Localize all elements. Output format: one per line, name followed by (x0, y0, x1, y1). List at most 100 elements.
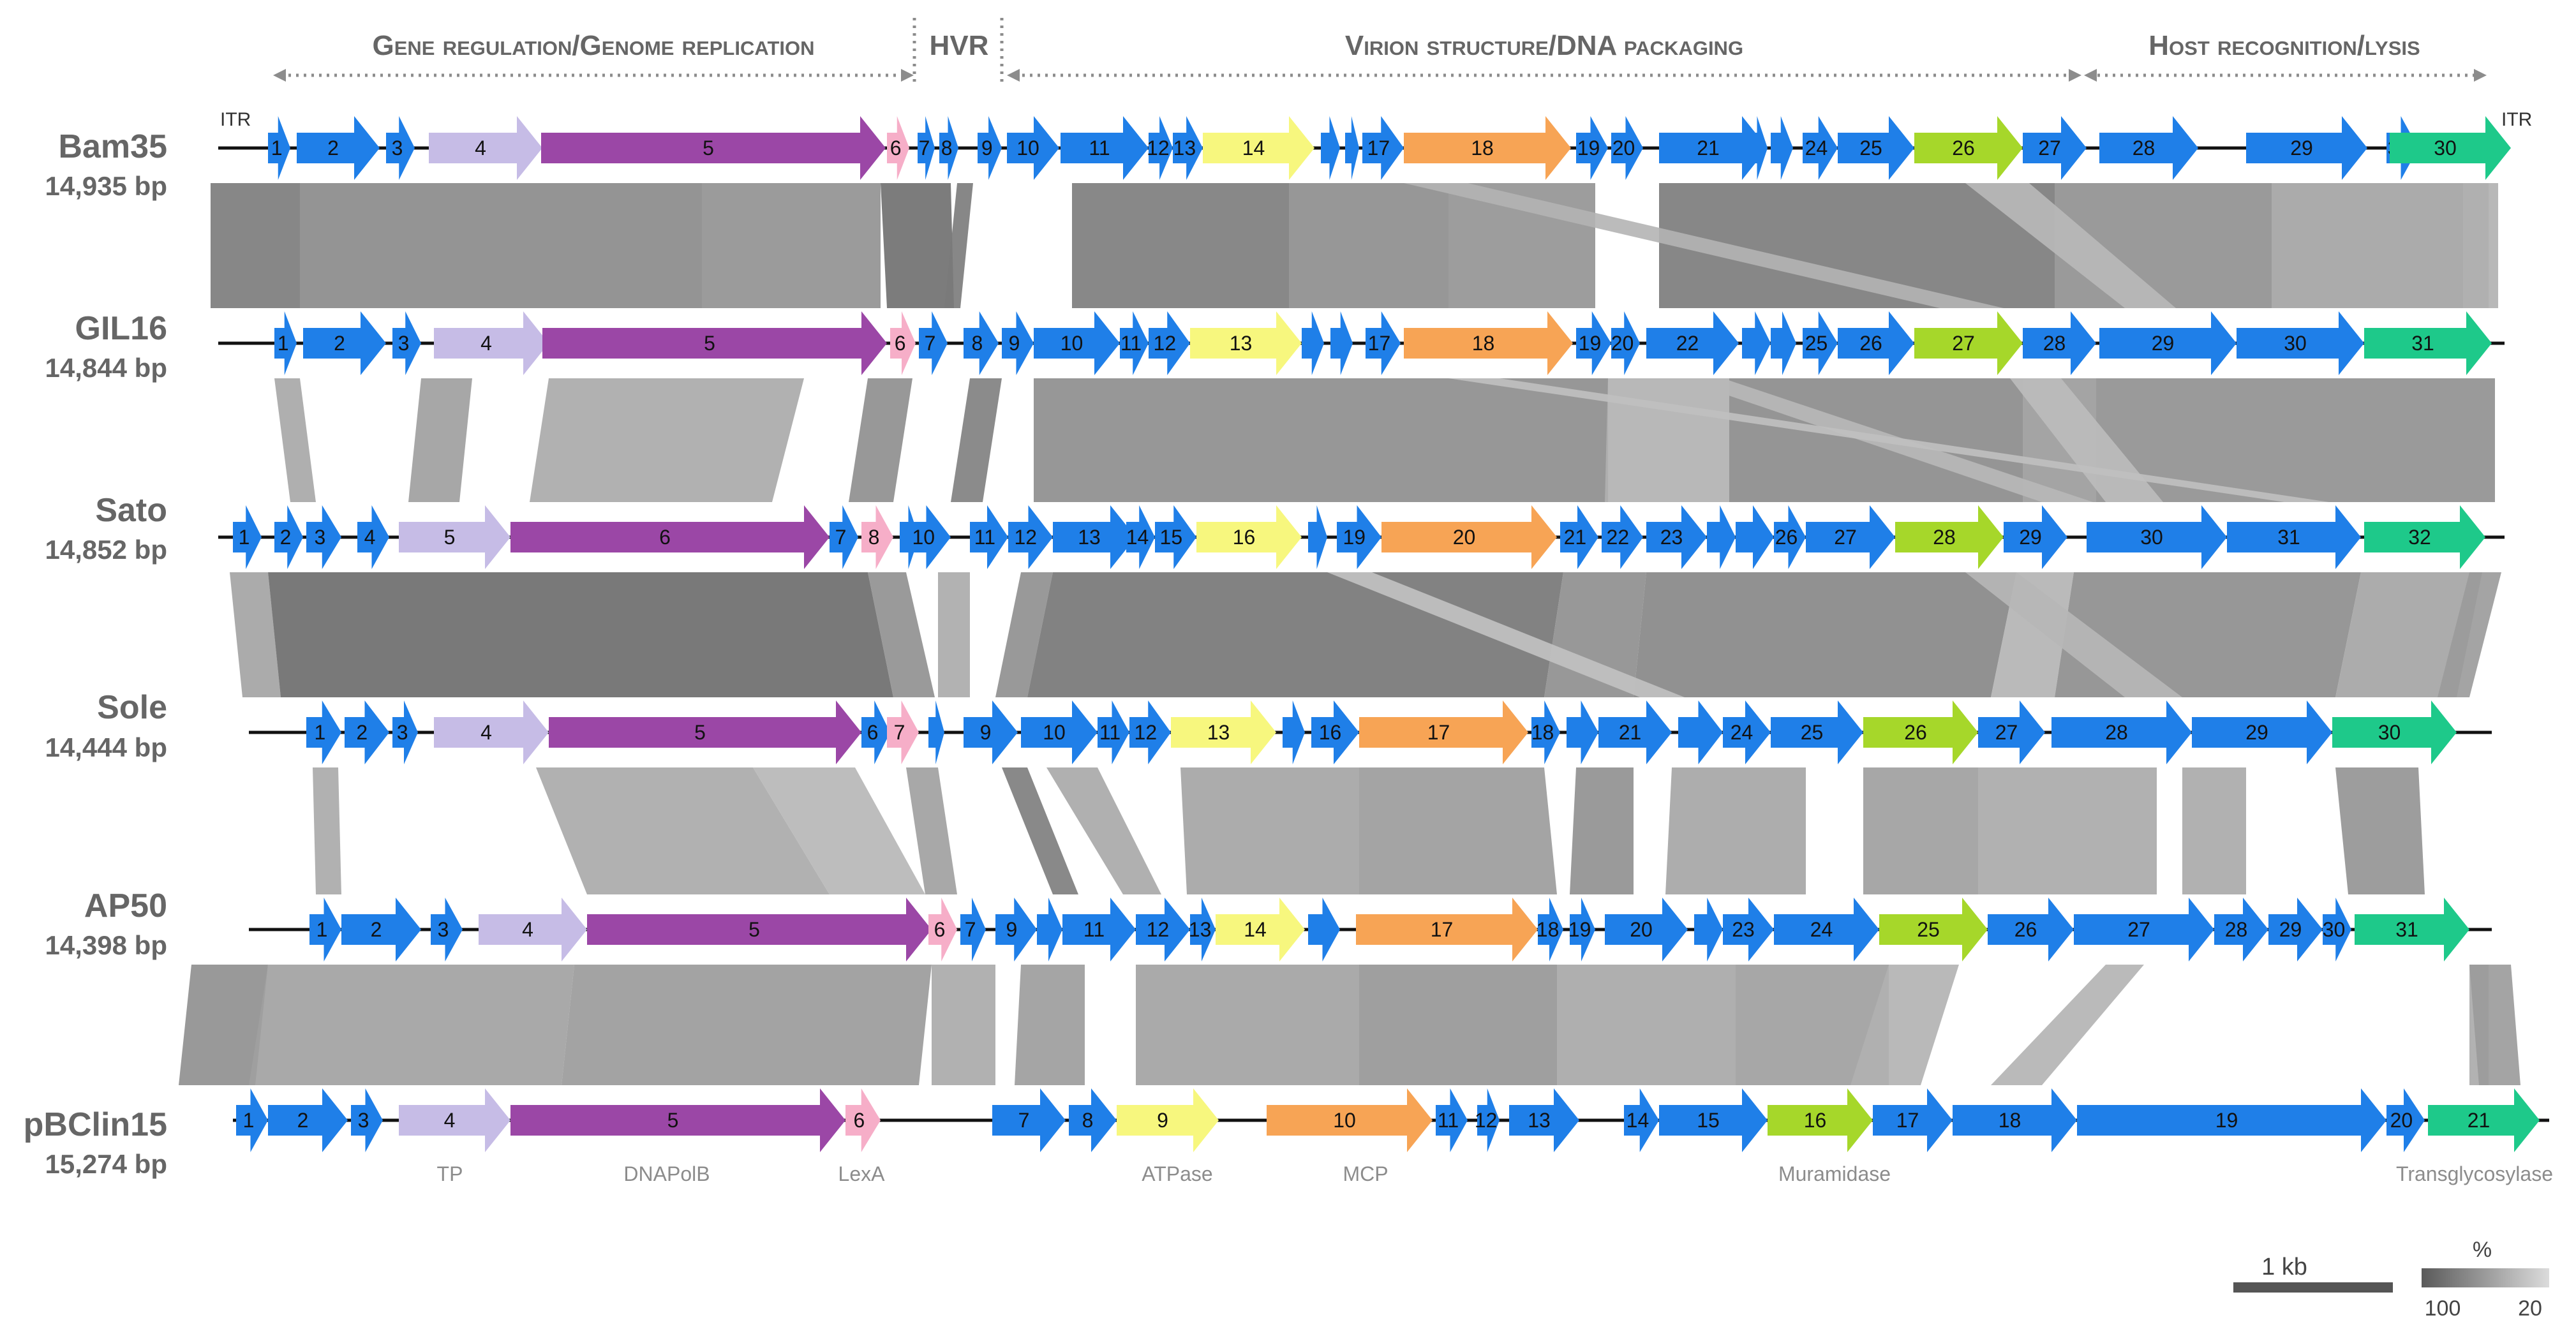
gene-arrow-gil16-4 (434, 311, 549, 375)
gene-number-ap50-17: 19 (1568, 918, 1591, 941)
similarity-band-1-1 (211, 183, 300, 308)
gene-number-bam35-13: 13 (1173, 137, 1196, 159)
gene-number-gil16-11: 11 (1120, 332, 1142, 355)
gene-number-bam35-12: 12 (1147, 137, 1170, 159)
gene-number-bam35-31: 30 (2434, 137, 2457, 159)
scale-bar: 1 kb (2233, 1254, 2393, 1293)
similarity-band-3-13 (1965, 572, 2182, 697)
gene-arrow-sole-10 (1021, 700, 1098, 764)
similarity-band-3-2 (268, 572, 893, 697)
gene-arrow-sato-26 (1806, 505, 1895, 569)
gene-arrow-sato-8 (861, 505, 893, 569)
gene-number-pbclin15-9: 9 (1157, 1109, 1168, 1132)
gene-arrow-sole-19 (1598, 700, 1672, 764)
gene-number-ap50-4: 4 (522, 918, 533, 941)
gene-arrow-gil16-7 (919, 311, 948, 375)
gene-arrow-sato-11 (970, 505, 1008, 569)
gene-arrow-bam35-24 (1803, 116, 1838, 180)
gene-arrow-gil16-12 (1149, 311, 1190, 375)
similarity-band-3-3 (868, 572, 935, 697)
gene-arrow-gil16-16 (1366, 311, 1401, 375)
gene-number-pbclin15-6: 6 (854, 1109, 865, 1132)
gene-number-sato-22: 23 (1660, 526, 1683, 549)
gene-number-gil16-2: 2 (334, 332, 345, 355)
gene-arrow-ap50-12 (1190, 898, 1216, 961)
gene-arrow-sato-28 (2004, 505, 2067, 569)
gene-number-sato-2: 2 (280, 526, 292, 549)
gene-arrow-pbclin15-21 (2428, 1088, 2540, 1152)
gene-number-bam35-21: 21 (1697, 137, 1720, 159)
gene-arrow-pbclin15-4 (399, 1088, 510, 1152)
gene-arrow-sole-27 (2332, 700, 2457, 764)
scale-bar-label: 1 kb (2261, 1254, 2307, 1280)
gene-arrow-sato-16 (1196, 505, 1302, 569)
genome-row-sato: 1 2 3 4 5 6 7 8 10 11 12 13 14 15 16 19 20 21 22 23 26 27 28 29… (218, 505, 2505, 569)
gene-number-ap50-24: 27 (2127, 918, 2150, 941)
gene-number-bam35-24: 24 (1805, 137, 1828, 159)
gene-number-ap50-15: 17 (1431, 918, 1454, 941)
gene-arrow-pbclin15-15 (1659, 1088, 1768, 1152)
gene-arrow-ap50-26 (2268, 898, 2323, 961)
gene-number-ap50-3: 3 (438, 918, 449, 941)
gene-number-sole-27: 30 (2378, 721, 2401, 744)
genome-labels: Bam35 14,935 bp GIL16 14,844 bp Sato 14,… (24, 109, 2533, 1179)
similarity-band-5-8 (1557, 965, 1736, 1085)
similarity-band-4-10 (1665, 767, 1806, 894)
gene-number-gil16-13: 13 (1230, 332, 1253, 355)
similarity-band-2-5 (951, 378, 1002, 502)
gene-arrow-pbclin15-1 (236, 1088, 268, 1152)
gene-arrow-sato-4 (357, 505, 389, 569)
annotation-muramidase: Muramidase (1778, 1162, 1891, 1185)
genome-row-sole: 1 2 3 4 5 6 7 9 10 11 12 13 16 17 18 21 24 25 26 27 28 29 30 (249, 700, 2492, 764)
gene-number-gil16-7: 7 (925, 332, 936, 355)
gene-number-sato-14: 14 (1126, 526, 1149, 549)
gene-number-ap50-13: 14 (1244, 918, 1267, 941)
gene-number-gil16-12: 12 (1154, 332, 1177, 355)
gene-arrow-ap50-13 (1216, 898, 1305, 961)
gene-arrow-sato-29 (2087, 505, 2227, 569)
gene-number-pbclin15-7: 7 (1018, 1109, 1030, 1132)
gene-arrow-ap50-15 (1356, 898, 1538, 961)
gene-arrow-sole-8 (928, 700, 944, 764)
gene-arrow-gil16-6 (890, 311, 916, 375)
gene-arrow-bam35-27 (2023, 116, 2087, 180)
similarity-band-4-5 (1002, 767, 1078, 894)
scale-bar-line (2233, 1282, 2393, 1293)
gene-arrow-gil16-23 (1803, 311, 1838, 375)
gene-arrow-pbclin15-13 (1509, 1088, 1579, 1152)
gene-arrow-pbclin15-18 (1953, 1088, 2077, 1152)
gene-number-sole-10: 10 (1043, 721, 1066, 744)
gene-arrow-sole-15 (1311, 700, 1359, 764)
gene-number-bam35-2: 2 (327, 137, 339, 159)
gene-number-bam35-8: 8 (941, 137, 953, 159)
annotation-tp: TP (437, 1162, 463, 1185)
gene-number-ap50-1: 1 (316, 918, 328, 941)
gene-number-sole-25: 28 (2105, 721, 2128, 744)
gene-arrow-sato-6 (510, 505, 830, 569)
gene-number-ap50-10: 11 (1083, 918, 1105, 941)
gene-number-gil16-5: 5 (704, 332, 715, 355)
gene-number-pbclin15-18: 18 (1999, 1109, 2021, 1132)
gene-number-bam35-1: 1 (271, 137, 283, 159)
gene-number-bam35-25: 25 (1859, 137, 1882, 159)
gene-arrow-sato-20 (1560, 505, 1598, 569)
gene-arrow-pbclin15-17 (1873, 1088, 1953, 1152)
gene-number-gil16-25: 27 (1952, 332, 1975, 355)
similarity-band-1-12 (1404, 183, 2004, 308)
functional-region-headers: Gene regulation/Genome replication HVR V… (273, 18, 2487, 82)
gene-arrow-ap50-18 (1605, 898, 1688, 961)
gene-arrow-gil16-15 (1330, 311, 1353, 375)
region-arrowhead-right-replication (901, 69, 914, 82)
gene-arrow-bam35-19 (1576, 116, 1608, 180)
gene-arrow-pbclin15-7 (992, 1088, 1066, 1152)
similarity-band-1-4 (881, 183, 954, 308)
gene-arrow-pbclin15-14 (1624, 1088, 1659, 1152)
gene-number-sato-8: 8 (868, 526, 880, 549)
gene-arrow-ap50-27 (2323, 898, 2351, 961)
similarity-band-1-6 (1072, 183, 1289, 308)
similarity-band-4-6 (1046, 767, 1161, 894)
gene-arrow-sato-7 (830, 505, 858, 569)
similarity-band-1-2 (300, 183, 702, 308)
similarity-band-4-13 (2182, 767, 2246, 894)
gene-number-ap50-16: 18 (1537, 918, 1560, 941)
